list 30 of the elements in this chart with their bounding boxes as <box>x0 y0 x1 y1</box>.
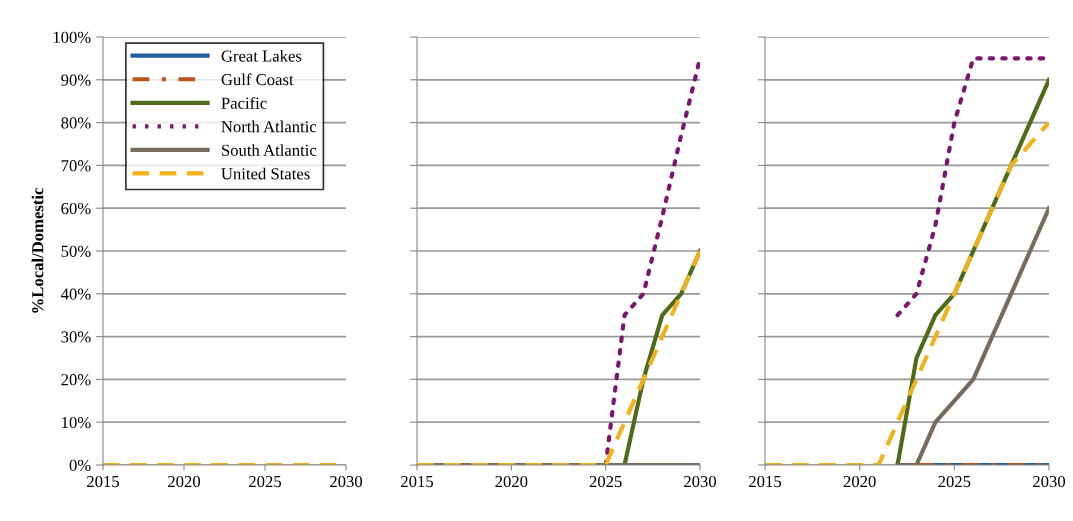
x-tick-label: 2020 <box>843 475 876 488</box>
y-tick-label: 0% <box>69 459 91 471</box>
y-tick-label: 90% <box>61 74 91 86</box>
legend-label: Great Lakes <box>221 49 302 62</box>
y-tick-label: 30% <box>61 331 91 343</box>
x-tick-label: 2015 <box>749 475 782 488</box>
y-tick-label: 50% <box>61 245 91 257</box>
y-tick-label: 80% <box>61 117 91 129</box>
x-tick-label: 2030 <box>684 475 717 488</box>
x-tick-label: 2015 <box>87 475 120 488</box>
y-tick-label: 60% <box>61 202 91 215</box>
x-tick-label: 2030 <box>1033 475 1066 488</box>
legend-label: Gulf Coast <box>221 73 294 86</box>
y-tick-label: 100% <box>53 31 91 43</box>
x-tick-label: 2025 <box>938 475 971 488</box>
y-tick-label: 70% <box>61 160 91 172</box>
y-axis-title: %Local/Domestic <box>31 188 44 313</box>
y-tick-label: 40% <box>60 288 91 300</box>
legend-label: North Atlantic <box>221 120 317 133</box>
x-tick-label: 2025 <box>249 475 282 488</box>
y-tick-label: 20% <box>61 374 91 386</box>
legend-label: Pacific <box>221 96 267 109</box>
x-tick-label: 2020 <box>495 475 528 488</box>
legend-label: United States <box>221 167 310 180</box>
legend-label: South Atlantic <box>222 144 317 156</box>
x-tick-label: 2030 <box>330 475 363 488</box>
x-tick-label: 2020 <box>168 475 201 488</box>
y-tick-label: 10% <box>62 416 91 429</box>
x-tick-label: 2015 <box>401 475 434 488</box>
x-tick-label: 2025 <box>589 475 622 488</box>
